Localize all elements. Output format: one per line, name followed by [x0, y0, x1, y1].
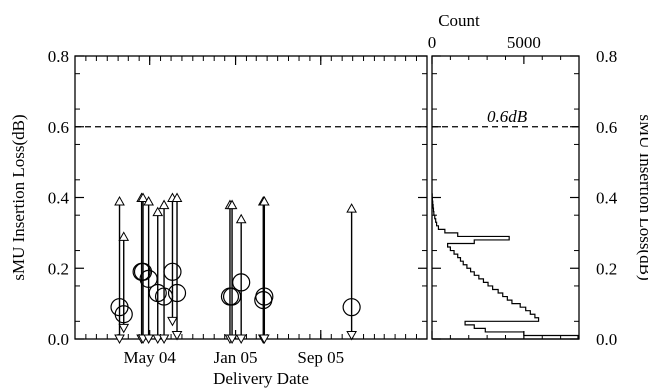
max-marker — [152, 206, 164, 217]
threshold-label: 0.6dB — [487, 107, 528, 126]
max-marker — [171, 192, 183, 202]
min-marker — [258, 334, 270, 345]
chart-labels: Delivery Date sMU Insertion Loss(dB) sMU I… — [9, 114, 648, 388]
min-marker — [152, 334, 164, 345]
x-tick-label: Sep 05 — [297, 348, 344, 367]
min-marker — [143, 334, 154, 345]
main-plot-frame — [74, 55, 428, 340]
max-marker — [258, 196, 270, 206]
max-marker — [118, 231, 130, 241]
min-marker — [346, 330, 357, 341]
max-marker — [346, 203, 357, 213]
min-marker — [167, 316, 178, 327]
y-tick-label: 0.4 — [48, 189, 70, 208]
hist-y-tick-label: 0.0 — [596, 330, 617, 349]
min-marker — [171, 330, 183, 341]
min-marker — [118, 323, 130, 334]
mean-marker — [163, 262, 182, 281]
y-tick-label: 0.0 — [48, 330, 69, 349]
mean-marker — [232, 273, 251, 292]
x-tick-label: May 04 — [123, 348, 176, 367]
mean-marker — [342, 298, 361, 317]
y-axis-title-left: sMU Insertion Loss(dB) — [9, 114, 28, 280]
max-marker — [114, 196, 125, 206]
y-tick-label: 0.6 — [48, 118, 69, 137]
hist-y-tick-label: 0.2 — [596, 259, 617, 278]
mean-marker — [133, 262, 153, 281]
x-tick-label: Jan 05 — [214, 348, 258, 367]
max-marker — [158, 199, 170, 210]
max-marker — [235, 213, 247, 224]
hist-y-tick-label: 0.8 — [596, 47, 617, 66]
max-marker — [143, 196, 154, 206]
y-axis-title-right: sMU Insertion Loss(dB) — [636, 114, 648, 280]
mean-marker — [114, 305, 133, 324]
min-marker — [235, 334, 247, 345]
mean-marker — [255, 287, 274, 306]
max-marker — [137, 192, 149, 202]
hist-y-tick-label: 0.4 — [596, 189, 618, 208]
max-marker — [226, 199, 238, 210]
histogram-outline — [431, 193, 579, 340]
hist-x-axis-title: Count — [438, 11, 480, 30]
min-marker — [114, 334, 125, 345]
min-marker — [226, 334, 238, 345]
mean-marker — [167, 283, 187, 303]
x-axis-title: Delivery Date — [213, 369, 309, 388]
min-marker — [158, 334, 170, 345]
hist-x-tick-label: 0 — [428, 33, 437, 52]
y-tick-label: 0.8 — [48, 47, 69, 66]
y-tick-label: 0.2 — [48, 259, 69, 278]
main-panel: 0.0 0.2 0.4 0.6 0.8 May 04 Jan 05 Sep 05 — [48, 47, 428, 367]
histogram-panel: 0.6dB 0.0 0.2 0.4 0.6 0.8 0 5000 Count — [428, 11, 618, 349]
hist-x-tick-label: 5000 — [507, 33, 541, 52]
hist-y-tick-label: 0.6 — [596, 118, 617, 137]
